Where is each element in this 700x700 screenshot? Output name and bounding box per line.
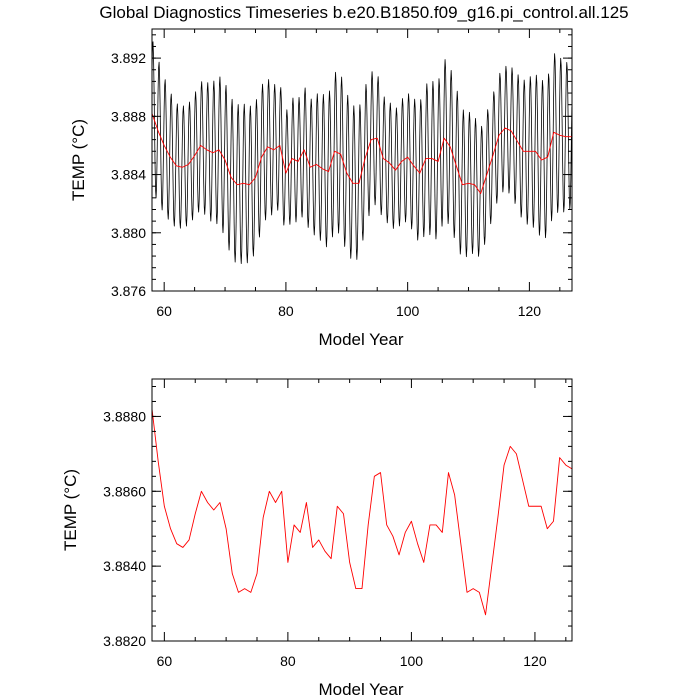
top-x-axis-title: Model Year [318,330,403,349]
bottom-y-tick-label: 3.8880 [103,408,146,424]
bottom-y-axis-title: TEMP (°C) [61,469,80,551]
bottom-y-tick-label: 3.8840 [103,558,146,574]
top-y-axis-title: TEMP (°C) [69,119,88,201]
top-y-tick-label: 3.884 [111,167,146,183]
top-y-tick-label: 3.876 [111,283,146,299]
top-x-tick-label: 120 [518,303,542,319]
top-x-tick-label: 60 [156,303,172,319]
bottom-x-tick-label: 100 [400,653,424,669]
bottom-series-group [151,408,573,616]
bottom-ticks-group: 60 80 100 120 3.8820 3.8840 3.8860 3.8880 [103,379,572,669]
top-y-tick-label: 3.892 [111,50,146,66]
top-y-tick-label: 3.880 [111,225,146,241]
chart-title: Global Diagnostics Timeseries b.e20.B185… [99,3,628,22]
bottom-y-tick-label: 3.8860 [103,483,146,499]
bottom-x-tick-label: 60 [157,653,173,669]
bottom-x-tick-label: 120 [523,653,547,669]
top-plot-frame [151,28,573,292]
bottom-x-axis-title: Model Year [318,680,403,699]
top-panel: Global Diagnostics Timeseries b.e20.B185… [69,3,629,349]
bottom-x-tick-label: 80 [280,653,296,669]
top-series-line-0 [151,41,573,265]
top-ticks-group: 60 80 100 120 3.876 3.880 3.884 3.888 3.892 [111,29,572,319]
top-y-tick-label: 3.888 [111,108,146,124]
top-x-tick-label: 80 [278,303,294,319]
bottom-panel: 60 80 100 120 3.8820 3.8840 3.8860 3.8880 Model… [61,378,573,699]
bottom-plot-frame [151,378,573,642]
top-x-tick-label: 100 [396,303,420,319]
top-series-line-1 [151,113,572,194]
bottom-series-line-0 [151,408,573,616]
bottom-y-tick-label: 3.8820 [103,633,146,649]
top-series-group [151,41,573,265]
